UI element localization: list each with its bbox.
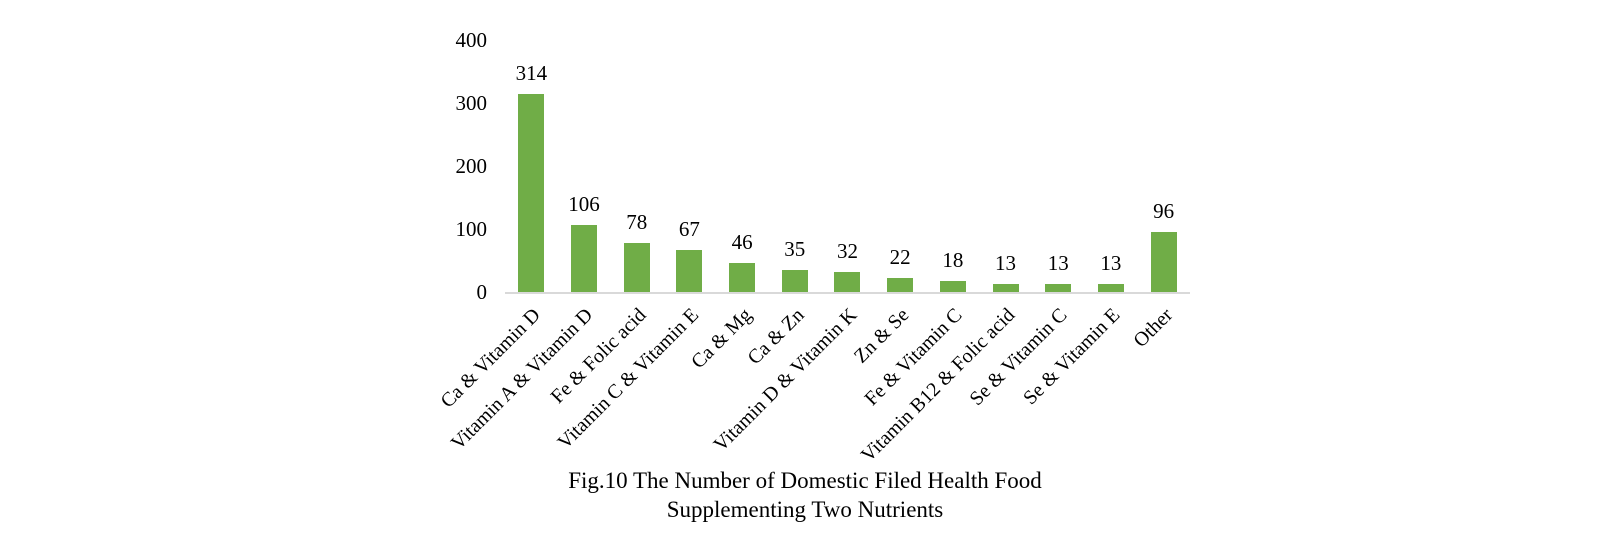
bar-column: 18 — [927, 40, 980, 292]
y-axis-tick-label: 400 — [455, 27, 488, 52]
y-axis-tick-label: 0 — [476, 279, 488, 304]
figure-caption-line-2: Supplementing Two Nutrients — [666, 497, 944, 522]
bar — [1045, 283, 1072, 292]
bar — [1150, 231, 1177, 292]
bar-value-label: 13 — [995, 250, 1017, 275]
bar-column: 96 — [1137, 40, 1190, 292]
bar-column: 67 — [663, 40, 716, 292]
bar-value-label: 18 — [942, 247, 964, 272]
bar-column: 13 — [979, 40, 1032, 292]
bar-column: 314 — [505, 40, 558, 292]
x-axis-label: Other — [1129, 304, 1178, 352]
bar — [623, 242, 650, 292]
x-axis-label: Se & Vitamin E — [1019, 304, 1125, 410]
bar-value-label: 67 — [678, 216, 700, 241]
bar — [518, 94, 545, 292]
bar — [676, 249, 703, 292]
bar-value-label: 13 — [1100, 250, 1122, 275]
y-axis-tick-label: 300 — [455, 90, 488, 115]
x-axis-labels: Ca & Vitamin D Vitamin A & Vitamin D Fe & … — [437, 292, 1190, 466]
bar — [1097, 283, 1124, 292]
bar-column: 32 — [821, 40, 874, 292]
bar-value-label: 35 — [784, 236, 806, 261]
bar-value-label: 22 — [889, 245, 911, 270]
y-axis-tick-label: 200 — [455, 153, 488, 178]
bar-value-label: 314 — [515, 61, 548, 86]
figure-caption: Fig.10 The Number of Domestic Filed Heal… — [0, 466, 1610, 524]
bar — [939, 280, 966, 292]
bar-column: 22 — [874, 40, 927, 292]
y-axis-tick-label: 100 — [455, 216, 488, 241]
bar-column: 106 — [558, 40, 611, 292]
bar-column: 13 — [1032, 40, 1085, 292]
bar — [887, 278, 914, 292]
bar — [992, 283, 1019, 292]
bars-container: 314 106 78 67 46 35 32 22 18 13 13 13 96 — [505, 40, 1190, 292]
bar-value-label: 32 — [836, 238, 858, 263]
bar — [834, 271, 861, 292]
bar-value-label: 46 — [731, 230, 753, 255]
bar — [729, 263, 756, 292]
bar-column: 46 — [716, 40, 769, 292]
plot-area: 314 106 78 67 46 35 32 22 18 13 13 13 96 — [505, 40, 1190, 294]
bar — [571, 225, 598, 292]
bar-value-label: 96 — [1153, 198, 1175, 223]
bar-column: 35 — [768, 40, 821, 292]
bar — [781, 269, 808, 292]
bar-value-label: 78 — [626, 209, 648, 234]
bar-column: 13 — [1085, 40, 1138, 292]
bar-value-label: 106 — [568, 192, 600, 217]
y-axis: 0 100 200 300 400 — [370, 29, 488, 302]
figure-caption-line-1: Fig.10 The Number of Domestic Filed Heal… — [568, 468, 1042, 493]
bar-column: 78 — [610, 40, 663, 292]
bar-value-label: 13 — [1047, 250, 1069, 275]
